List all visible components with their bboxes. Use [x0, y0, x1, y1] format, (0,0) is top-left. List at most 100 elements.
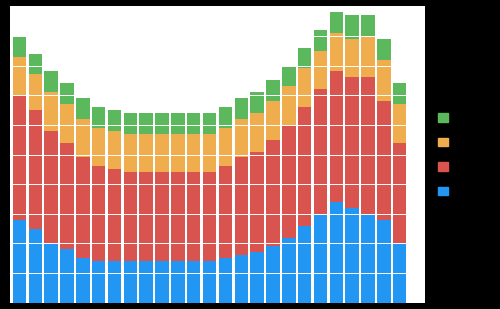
Bar [156, 261, 169, 303]
Bar [28, 74, 42, 110]
Bar [76, 98, 90, 119]
Bar [156, 113, 169, 134]
Bar [314, 51, 327, 89]
Bar [266, 101, 280, 140]
Bar [44, 131, 58, 243]
Bar [282, 238, 296, 303]
Bar [60, 143, 74, 249]
Bar [28, 229, 42, 303]
Bar [250, 113, 264, 151]
Bar [377, 39, 390, 60]
Bar [108, 131, 122, 169]
Bar [250, 151, 264, 252]
Bar [250, 92, 264, 113]
Bar [218, 107, 232, 128]
Bar [234, 119, 248, 158]
Bar [330, 71, 343, 202]
Bar [393, 143, 406, 243]
Bar [393, 243, 406, 303]
Bar [124, 261, 137, 303]
Bar [377, 220, 390, 303]
Bar [377, 101, 390, 220]
Bar [266, 247, 280, 303]
Bar [346, 208, 359, 303]
Bar [361, 15, 374, 36]
Bar [171, 113, 184, 134]
Bar [28, 54, 42, 74]
Bar [76, 258, 90, 303]
Bar [330, 202, 343, 303]
Bar [171, 261, 184, 303]
Bar [108, 169, 122, 261]
Bar [171, 134, 184, 172]
Bar [266, 80, 280, 101]
Bar [13, 220, 26, 303]
Bar [124, 113, 137, 134]
Bar [203, 261, 216, 303]
Bar [140, 134, 153, 172]
Bar [140, 172, 153, 261]
Bar [108, 261, 122, 303]
Bar [298, 107, 312, 226]
Bar [60, 83, 74, 104]
Bar [218, 258, 232, 303]
Bar [171, 172, 184, 261]
Bar [92, 128, 106, 166]
Bar [44, 71, 58, 92]
Bar [218, 166, 232, 258]
Bar [44, 92, 58, 131]
Bar [346, 39, 359, 77]
Bar [266, 140, 280, 247]
Bar [330, 12, 343, 33]
Bar [76, 119, 90, 158]
Bar [282, 86, 296, 125]
Bar [234, 158, 248, 255]
Bar [76, 158, 90, 258]
Bar [314, 30, 327, 51]
Bar [156, 172, 169, 261]
Bar [124, 134, 137, 172]
Bar [140, 113, 153, 134]
Bar [377, 60, 390, 101]
Bar [393, 104, 406, 143]
Bar [187, 261, 200, 303]
Bar [44, 243, 58, 303]
Bar [13, 36, 26, 57]
Bar [187, 134, 200, 172]
Bar [250, 252, 264, 303]
Legend: , , , : , , , [434, 109, 454, 200]
Bar [108, 110, 122, 131]
Bar [92, 166, 106, 261]
Bar [203, 134, 216, 172]
Bar [13, 57, 26, 95]
Bar [92, 107, 106, 128]
Bar [28, 110, 42, 229]
Bar [361, 214, 374, 303]
Bar [234, 98, 248, 119]
Bar [361, 77, 374, 214]
Bar [124, 172, 137, 261]
Bar [140, 261, 153, 303]
Bar [298, 69, 312, 107]
Bar [203, 113, 216, 134]
Bar [330, 33, 343, 71]
Bar [298, 226, 312, 303]
Bar [346, 77, 359, 208]
Bar [393, 83, 406, 104]
Bar [156, 134, 169, 172]
Bar [298, 48, 312, 69]
Bar [282, 125, 296, 238]
Bar [187, 172, 200, 261]
Bar [314, 214, 327, 303]
Bar [60, 104, 74, 143]
Bar [203, 172, 216, 261]
Bar [282, 66, 296, 86]
Bar [218, 128, 232, 166]
Bar [13, 95, 26, 220]
Bar [234, 255, 248, 303]
Bar [361, 36, 374, 77]
Bar [187, 113, 200, 134]
Bar [346, 15, 359, 39]
Bar [314, 89, 327, 214]
Bar [92, 261, 106, 303]
